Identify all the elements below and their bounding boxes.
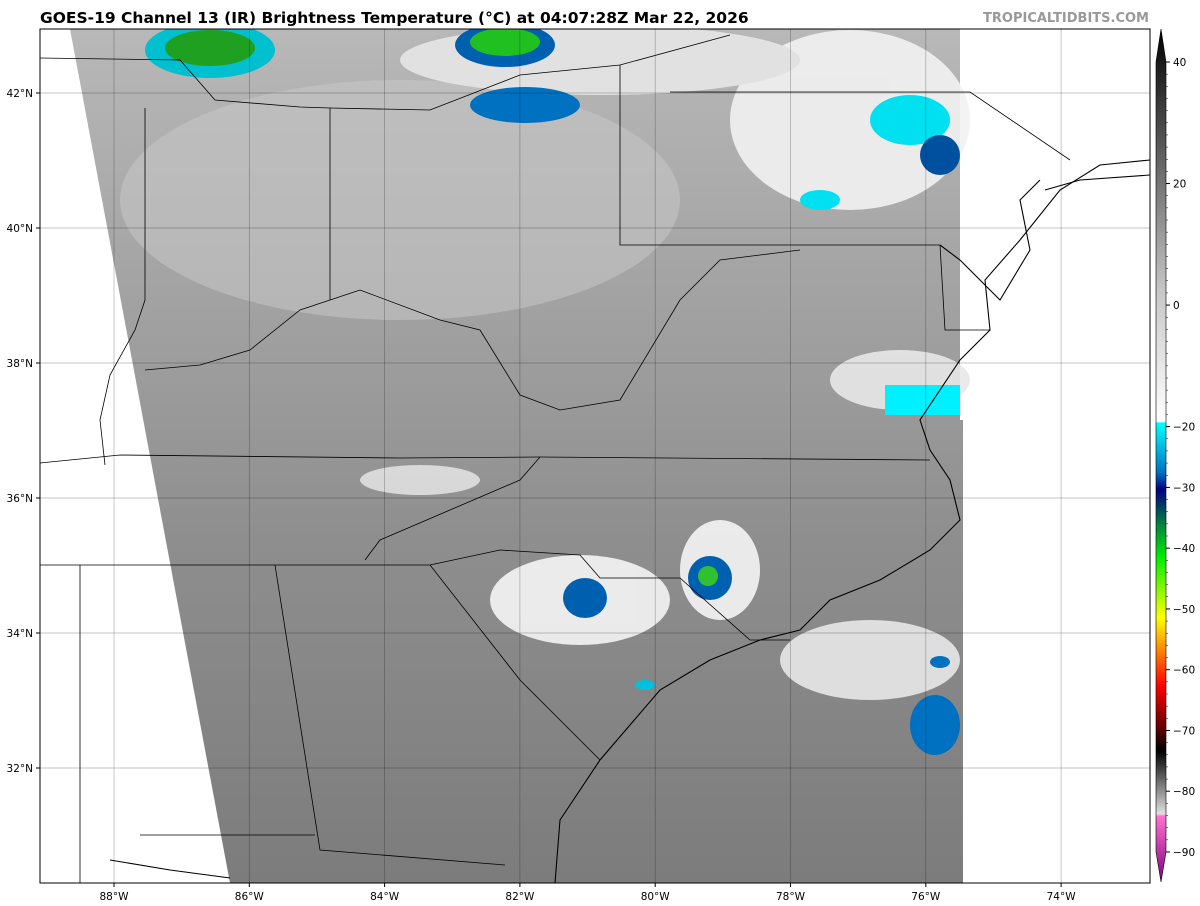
colorbar-label: −60	[1173, 665, 1195, 677]
latitude-label: 34°N	[7, 628, 33, 640]
latitude-label: 42°N	[7, 88, 33, 100]
colorbar-label: −30	[1173, 482, 1195, 494]
gridlines	[40, 29, 1150, 883]
cloud-features	[120, 29, 970, 700]
colorbar-label: 0	[1173, 300, 1180, 312]
colorbar-label: −80	[1173, 786, 1195, 798]
longitude-label: 84°W	[370, 891, 400, 903]
latitude-label: 32°N	[7, 763, 33, 775]
longitude-label: 82°W	[505, 891, 535, 903]
latitude-label: 40°N	[7, 223, 33, 235]
latitude-label: 36°N	[7, 493, 33, 505]
colorbar-label: −20	[1173, 422, 1195, 434]
colorbar-bar	[1155, 28, 1167, 883]
colorbar: 40 20 0 −20 −30 −40 −50 −60 −70 −80 −90	[1155, 28, 1195, 883]
plot-frame	[39, 28, 1151, 884]
longitude-label: 74°W	[1047, 891, 1077, 903]
longitude-label: 76°W	[911, 891, 941, 903]
colorbar-label: −40	[1173, 543, 1195, 555]
colorbar-label: −50	[1173, 604, 1195, 616]
colorbar-ticks: 40 20 0 −20 −30 −40 −50 −60 −70 −80 −90	[1166, 57, 1195, 859]
map-title: GOES-19 Channel 13 (IR) Brightness Tempe…	[40, 9, 749, 27]
latitude-label: 38°N	[7, 358, 33, 370]
longitude-label: 86°W	[235, 891, 265, 903]
cold-cloud-tops	[145, 29, 960, 755]
longitude-label: 78°W	[776, 891, 806, 903]
state-boundaries	[40, 34, 1071, 883]
latitude-axis: 42°N 40°N 38°N 36°N 34°N 32°N	[7, 88, 40, 775]
coastline	[109, 159, 1150, 883]
longitude-label: 88°W	[100, 891, 130, 903]
longitude-label: 80°W	[641, 891, 671, 903]
longitude-axis: 88°W 86°W 84°W 82°W 80°W 78°W 76°W 74°W	[100, 883, 1077, 903]
colorbar-label: −70	[1173, 725, 1195, 737]
colorbar-label: 20	[1173, 179, 1186, 191]
colorbar-label: −90	[1173, 847, 1195, 859]
colorbar-label: 40	[1173, 57, 1186, 69]
credit-watermark: TROPICALTIDBITS.COM	[983, 11, 1149, 26]
